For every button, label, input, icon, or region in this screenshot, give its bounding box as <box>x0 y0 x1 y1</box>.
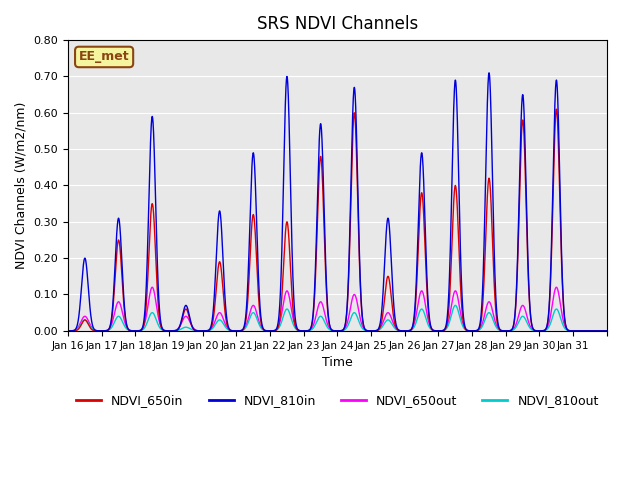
X-axis label: Time: Time <box>322 356 353 369</box>
Y-axis label: NDVI Channels (W/m2/nm): NDVI Channels (W/m2/nm) <box>15 102 28 269</box>
Legend: NDVI_650in, NDVI_810in, NDVI_650out, NDVI_810out: NDVI_650in, NDVI_810in, NDVI_650out, NDV… <box>71 389 604 412</box>
Title: SRS NDVI Channels: SRS NDVI Channels <box>257 15 418 33</box>
Text: EE_met: EE_met <box>79 50 129 63</box>
